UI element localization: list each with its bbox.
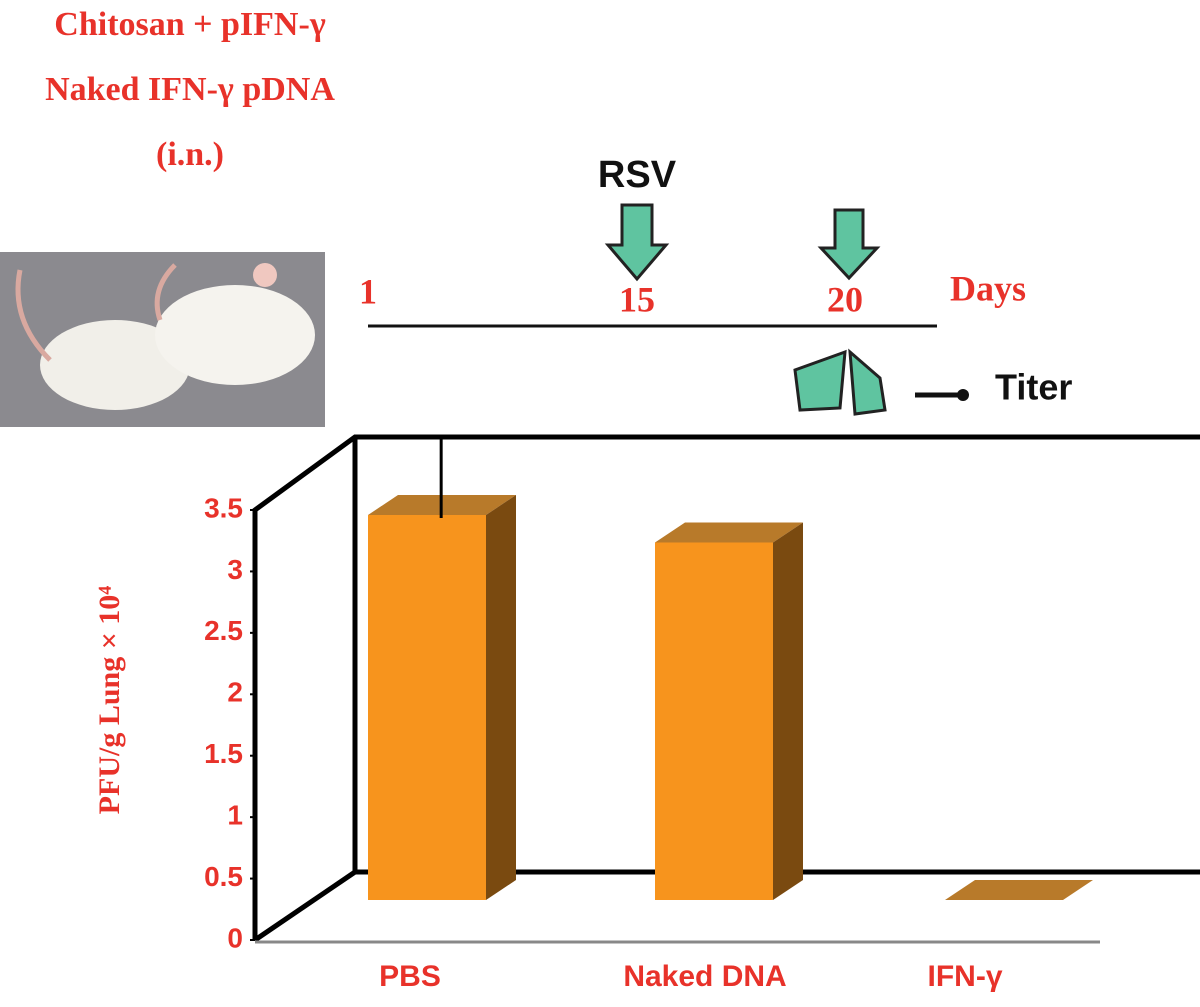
- bar-top: [655, 522, 803, 543]
- readout-label: Titer: [995, 367, 1072, 408]
- timeline-label: Days: [950, 268, 1026, 308]
- y-tick-label: 3.5: [204, 492, 243, 523]
- bar-side: [773, 522, 803, 900]
- y-axis-label: PFU/g Lung × 10⁴: [93, 586, 126, 815]
- y-tick-label: 2: [227, 677, 243, 708]
- y-tick-label: 3: [227, 554, 243, 585]
- lungs-icon: [793, 348, 887, 416]
- arrow: [817, 208, 881, 281]
- treatment-line: (i.n.): [156, 136, 224, 173]
- axis-frame: [252, 434, 1200, 943]
- day-label: 1: [359, 271, 377, 311]
- y-tick-label: 1.5: [204, 738, 243, 769]
- x-tick-label: PBS: [379, 960, 441, 993]
- bar-side: [486, 495, 516, 900]
- x-tick-label: Naked DNA: [623, 960, 786, 993]
- arrow: [604, 203, 670, 282]
- bar-top: [945, 880, 1093, 900]
- treatment-line: Chitosan + pIFN-γ: [54, 6, 326, 43]
- y-tick-label: 2.5: [204, 615, 243, 646]
- bar: [655, 542, 773, 900]
- treatment-line: Naked IFN-γ pDNA: [45, 71, 335, 108]
- y-tick-label: 0: [227, 922, 243, 953]
- mice-photo: [0, 252, 325, 427]
- bar: [368, 515, 486, 900]
- day-label: 15: [619, 279, 655, 319]
- arrow: [957, 389, 969, 401]
- day-label: 20: [827, 279, 863, 319]
- y-tick-label: 1: [227, 800, 243, 831]
- x-tick-label: IFN-γ: [928, 960, 1003, 993]
- challenge-label: RSV: [598, 154, 677, 196]
- y-tick-label: 0.5: [204, 861, 243, 892]
